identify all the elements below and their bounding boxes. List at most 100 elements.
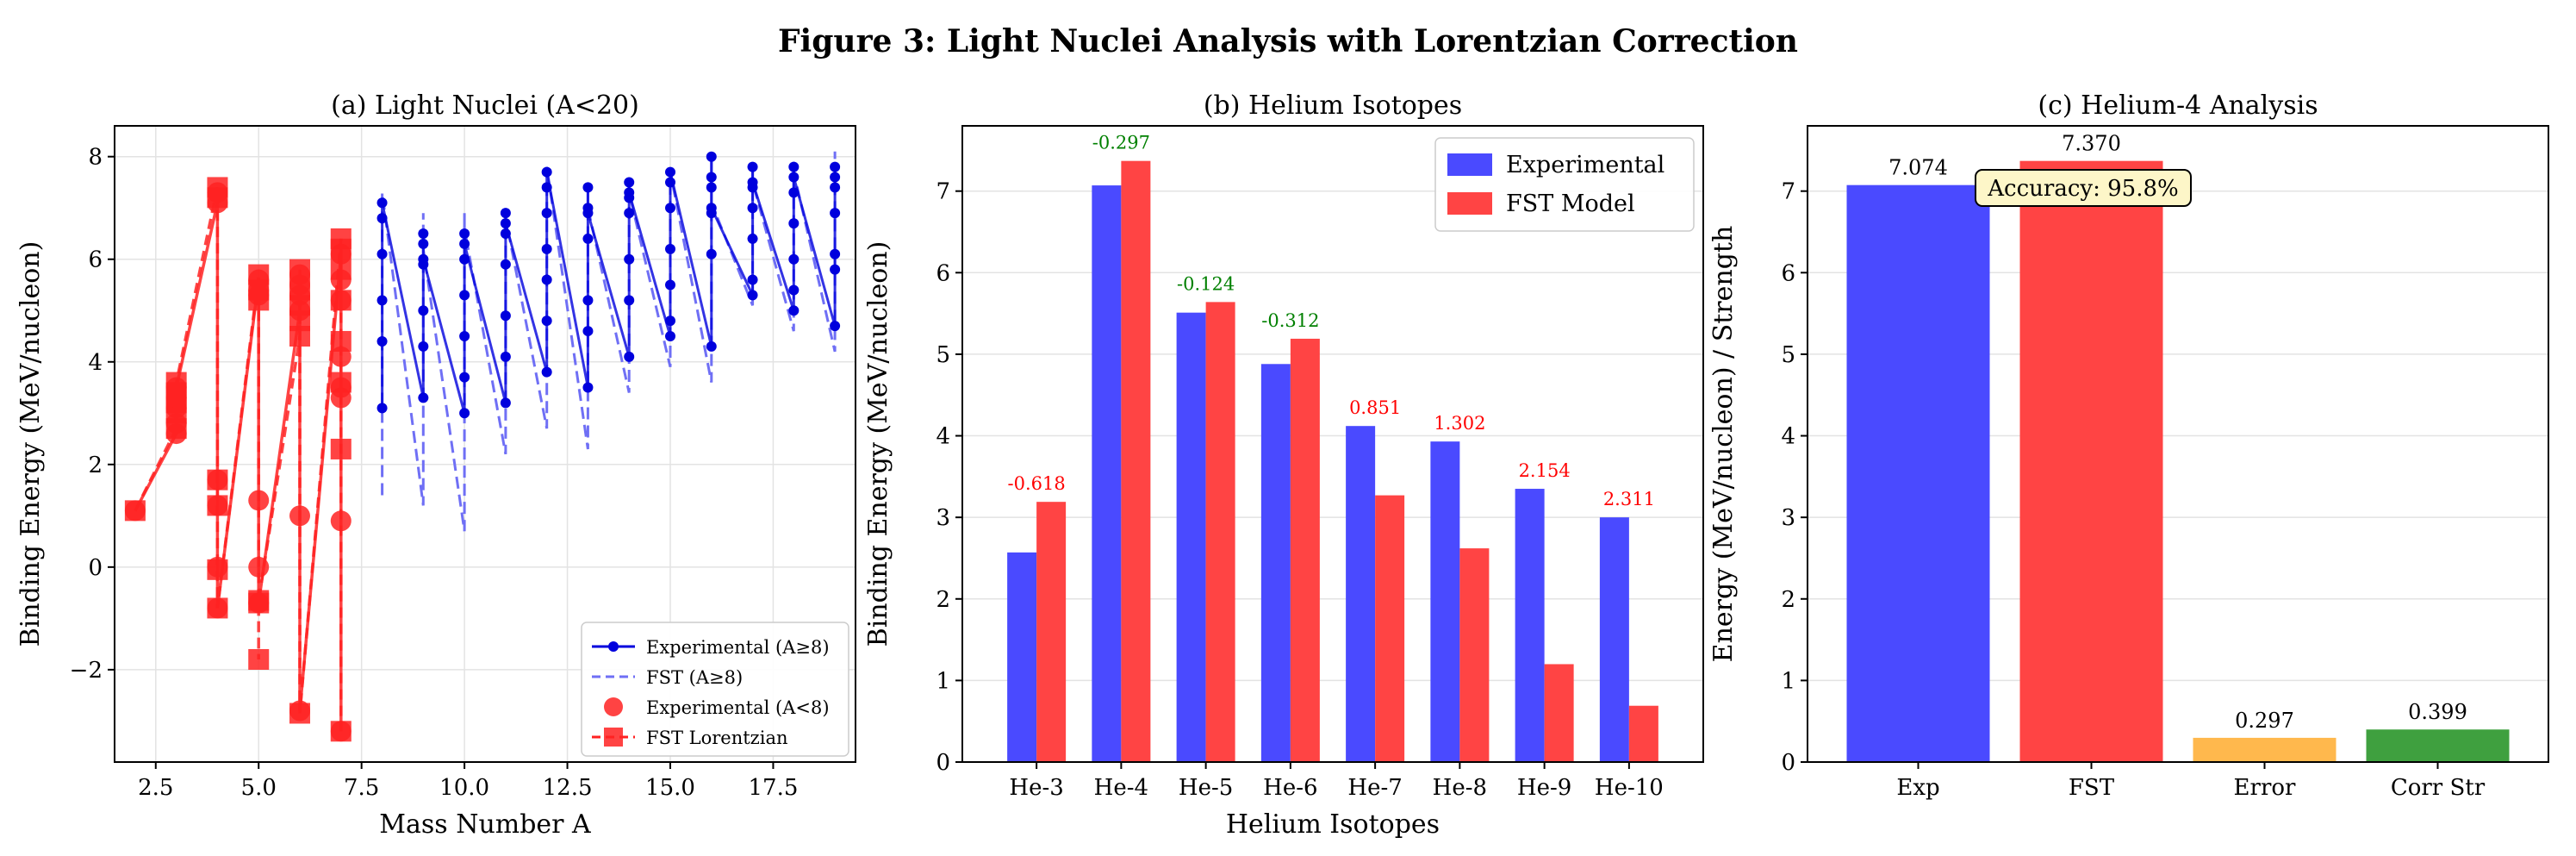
x-tick-label: He-4 [1094, 775, 1148, 801]
y-tick-label: 1 [1781, 668, 1795, 694]
y-axis-label: Energy (MeV/nucleon) / Strength [1708, 226, 1739, 663]
accuracy-annotation-box [1975, 169, 2192, 207]
bar-exp [1846, 184, 1990, 762]
point-exp-heavy [624, 351, 635, 362]
x-tick-label: 15.0 [645, 775, 695, 801]
point-exp-heavy [500, 228, 511, 239]
point-exp-heavy [418, 238, 429, 249]
value-label: 0.399 [2408, 700, 2467, 724]
x-tick-label: 17.5 [748, 775, 798, 801]
point-exp-heavy [665, 203, 675, 214]
point-exp-heavy [747, 233, 758, 244]
point-exp-light [248, 490, 270, 511]
bar-fst-model [1036, 502, 1067, 762]
point-exp-heavy [706, 248, 717, 259]
point-exp-heavy [541, 166, 552, 178]
bar-error [2193, 737, 2336, 762]
point-exp-light [165, 377, 187, 398]
point-exp-heavy [582, 295, 594, 306]
x-tick-label: 12.5 [543, 775, 593, 801]
bar-fst-model [1121, 160, 1151, 762]
point-exp-heavy [706, 172, 717, 183]
point-exp-heavy [582, 182, 594, 193]
bar-fst-model [1290, 338, 1320, 762]
point-exp-light [248, 284, 270, 306]
point-exp-heavy [788, 161, 800, 172]
point-exp-heavy [459, 228, 470, 239]
point-exp-heavy [788, 187, 800, 198]
point-exp-heavy [747, 274, 758, 285]
point-exp-heavy [706, 182, 717, 193]
y-tick-label: 3 [936, 505, 950, 531]
bar-fst-model [1628, 705, 1658, 762]
point-exp-heavy [376, 213, 388, 224]
y-tick-label: 0 [88, 555, 103, 581]
point-exp-heavy [788, 218, 800, 229]
y-tick-label: 6 [936, 260, 950, 286]
y-tick-label: 7 [936, 179, 950, 205]
y-axis-label: Binding Energy (MeV/nucleon) [16, 241, 46, 647]
y-tick-label: −2 [70, 658, 103, 684]
legend-swatch [1447, 192, 1492, 215]
legend-label: Experimental (A<8) [646, 697, 830, 718]
x-tick-label: He-3 [1009, 775, 1063, 801]
point-exp-heavy [747, 290, 758, 301]
point-exp-light [207, 556, 228, 578]
point-exp-heavy [582, 233, 594, 244]
bar-experimental [1176, 312, 1206, 763]
bar-experimental [1260, 364, 1291, 762]
y-tick-label: 6 [88, 247, 103, 273]
bar-experimental [1599, 517, 1629, 762]
legend-marker-exp-light [604, 697, 623, 716]
point-exp-heavy [418, 228, 429, 239]
point-exp-light [165, 413, 187, 434]
point-exp-heavy [624, 208, 635, 219]
difference-label: -0.618 [1008, 473, 1066, 494]
point-exp-heavy [830, 248, 841, 259]
point-exp-light [289, 300, 310, 322]
bar-fst-model [1375, 495, 1405, 762]
point-exp-heavy [830, 264, 841, 275]
point-exp-light [330, 387, 352, 409]
point-exp-light [330, 510, 352, 532]
point-exp-light [248, 556, 270, 578]
point-exp-heavy [459, 290, 470, 301]
point-exp-heavy [418, 305, 429, 316]
point-exp-heavy [459, 331, 470, 342]
value-label: 7.074 [1888, 156, 1948, 180]
x-tick-label: He-9 [1517, 775, 1571, 801]
legend-swatch [1447, 153, 1492, 176]
y-tick-label: 5 [936, 342, 950, 368]
point-exp-heavy [706, 341, 717, 352]
y-tick-label: 4 [936, 424, 950, 450]
point-exp-heavy [376, 248, 388, 259]
point-exp-heavy [665, 316, 675, 327]
point-exp-heavy [624, 187, 635, 198]
point-exp-light [330, 346, 352, 367]
point-exp-heavy [830, 161, 841, 172]
y-tick-label: 2 [936, 587, 950, 613]
y-tick-label: 1 [936, 668, 950, 694]
point-exp-heavy [582, 382, 594, 393]
panel-title: (c) Helium-4 Analysis [2038, 91, 2318, 121]
accuracy-annotation: Accuracy: 95.8% [1987, 176, 2178, 202]
point-exp-light [289, 264, 310, 285]
point-exp-heavy [788, 253, 800, 265]
point-exp-heavy [418, 392, 429, 403]
point-exp-heavy [541, 366, 552, 378]
bar-fst-model [1544, 664, 1574, 762]
series-line-fst-heavy [381, 151, 837, 532]
x-tick-label: Error [2234, 775, 2296, 801]
y-tick-label: 6 [1781, 260, 1795, 286]
point-exp-heavy [624, 253, 635, 265]
point-exp-heavy [830, 172, 841, 183]
legend-label: Experimental [1506, 152, 1664, 178]
point-exp-heavy [665, 177, 675, 188]
point-exp-heavy [541, 208, 552, 219]
panel-c-helium-4-analysis: 0 1 2 3 4 5 6 7 7.074 Exp 7.370 FST 0.297 Error 0.399 C… [1708, 91, 2549, 801]
x-tick-label: Corr Str [2391, 775, 2486, 801]
plot-frame [114, 125, 856, 763]
difference-label: -0.312 [1261, 310, 1319, 331]
point-exp-heavy [624, 177, 635, 188]
legend-marker-fst-light [604, 728, 623, 747]
